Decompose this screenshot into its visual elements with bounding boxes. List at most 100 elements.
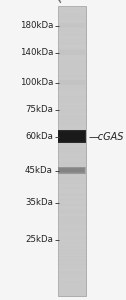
Bar — [58, 258, 86, 259]
Bar — [58, 115, 86, 116]
Bar — [58, 143, 86, 145]
Bar — [58, 271, 86, 272]
Bar — [58, 15, 86, 16]
Bar — [58, 226, 86, 227]
Bar — [58, 220, 86, 222]
Bar — [58, 242, 86, 243]
Bar — [58, 51, 86, 52]
Bar — [58, 269, 86, 271]
Bar — [58, 97, 86, 99]
Bar — [58, 116, 86, 118]
Bar — [58, 25, 86, 26]
Bar — [58, 148, 86, 149]
Bar — [58, 50, 86, 51]
Bar — [58, 85, 86, 87]
Bar — [58, 243, 86, 245]
Bar — [58, 245, 86, 246]
Bar — [58, 157, 86, 158]
Bar — [58, 236, 86, 238]
Bar — [58, 216, 86, 217]
Bar — [58, 44, 86, 45]
Bar — [58, 8, 86, 9]
Bar — [58, 104, 86, 106]
Bar — [58, 288, 86, 290]
Bar — [58, 210, 86, 212]
Bar — [59, 80, 85, 85]
Bar — [60, 135, 83, 138]
Bar — [58, 81, 86, 83]
Bar — [58, 42, 86, 44]
Bar — [58, 169, 86, 171]
Bar — [58, 238, 86, 239]
Bar — [58, 248, 86, 249]
Bar — [58, 123, 86, 125]
Bar — [58, 214, 86, 216]
Bar — [58, 70, 86, 71]
Bar — [58, 191, 86, 193]
Bar — [58, 155, 86, 157]
Bar — [61, 136, 83, 137]
Bar — [58, 183, 86, 184]
Bar — [58, 92, 86, 93]
Bar — [58, 291, 86, 292]
Bar — [58, 138, 86, 139]
Bar — [58, 241, 86, 242]
Bar — [58, 34, 86, 35]
Bar — [59, 131, 85, 142]
Bar — [58, 227, 86, 229]
Bar — [58, 232, 86, 233]
Bar — [58, 64, 86, 65]
Bar — [58, 41, 86, 42]
Bar — [58, 10, 86, 12]
Bar — [58, 222, 86, 223]
Bar — [58, 94, 86, 96]
Bar — [58, 149, 86, 151]
Text: 140kDa: 140kDa — [20, 48, 53, 57]
Bar — [58, 120, 86, 122]
Bar — [58, 287, 86, 288]
Bar — [58, 103, 86, 104]
Bar — [58, 267, 86, 268]
Bar — [58, 68, 86, 70]
Bar — [58, 54, 86, 55]
Bar — [59, 23, 85, 28]
Bar — [58, 38, 86, 39]
Bar — [58, 135, 86, 136]
Bar — [58, 294, 86, 296]
Bar — [58, 62, 86, 64]
Bar — [60, 134, 84, 139]
Bar — [58, 141, 86, 142]
Bar — [58, 164, 86, 165]
Bar — [58, 203, 86, 204]
Bar — [58, 146, 86, 148]
Bar — [58, 77, 86, 78]
Bar — [58, 168, 86, 170]
Bar — [58, 29, 86, 31]
Bar — [58, 225, 86, 226]
Bar — [58, 139, 86, 141]
Bar — [58, 35, 86, 36]
Bar — [58, 268, 86, 269]
Bar — [58, 39, 86, 41]
Bar — [58, 67, 86, 68]
Bar — [58, 197, 86, 199]
Bar — [59, 132, 85, 140]
Bar — [58, 83, 86, 84]
Bar — [59, 50, 85, 55]
Bar — [58, 22, 86, 23]
Text: 25kDa: 25kDa — [25, 236, 53, 244]
Bar — [58, 254, 86, 255]
Bar — [58, 65, 86, 67]
Bar — [58, 26, 86, 28]
Bar — [58, 252, 86, 254]
Text: 100kDa: 100kDa — [20, 78, 53, 87]
Text: —cGAS: —cGAS — [88, 131, 124, 142]
Bar — [58, 159, 86, 161]
Bar — [58, 78, 86, 80]
Bar — [58, 285, 86, 287]
Bar — [58, 250, 86, 252]
Bar — [58, 130, 86, 143]
Bar — [58, 264, 86, 265]
Bar — [59, 168, 85, 173]
Bar — [58, 20, 86, 22]
